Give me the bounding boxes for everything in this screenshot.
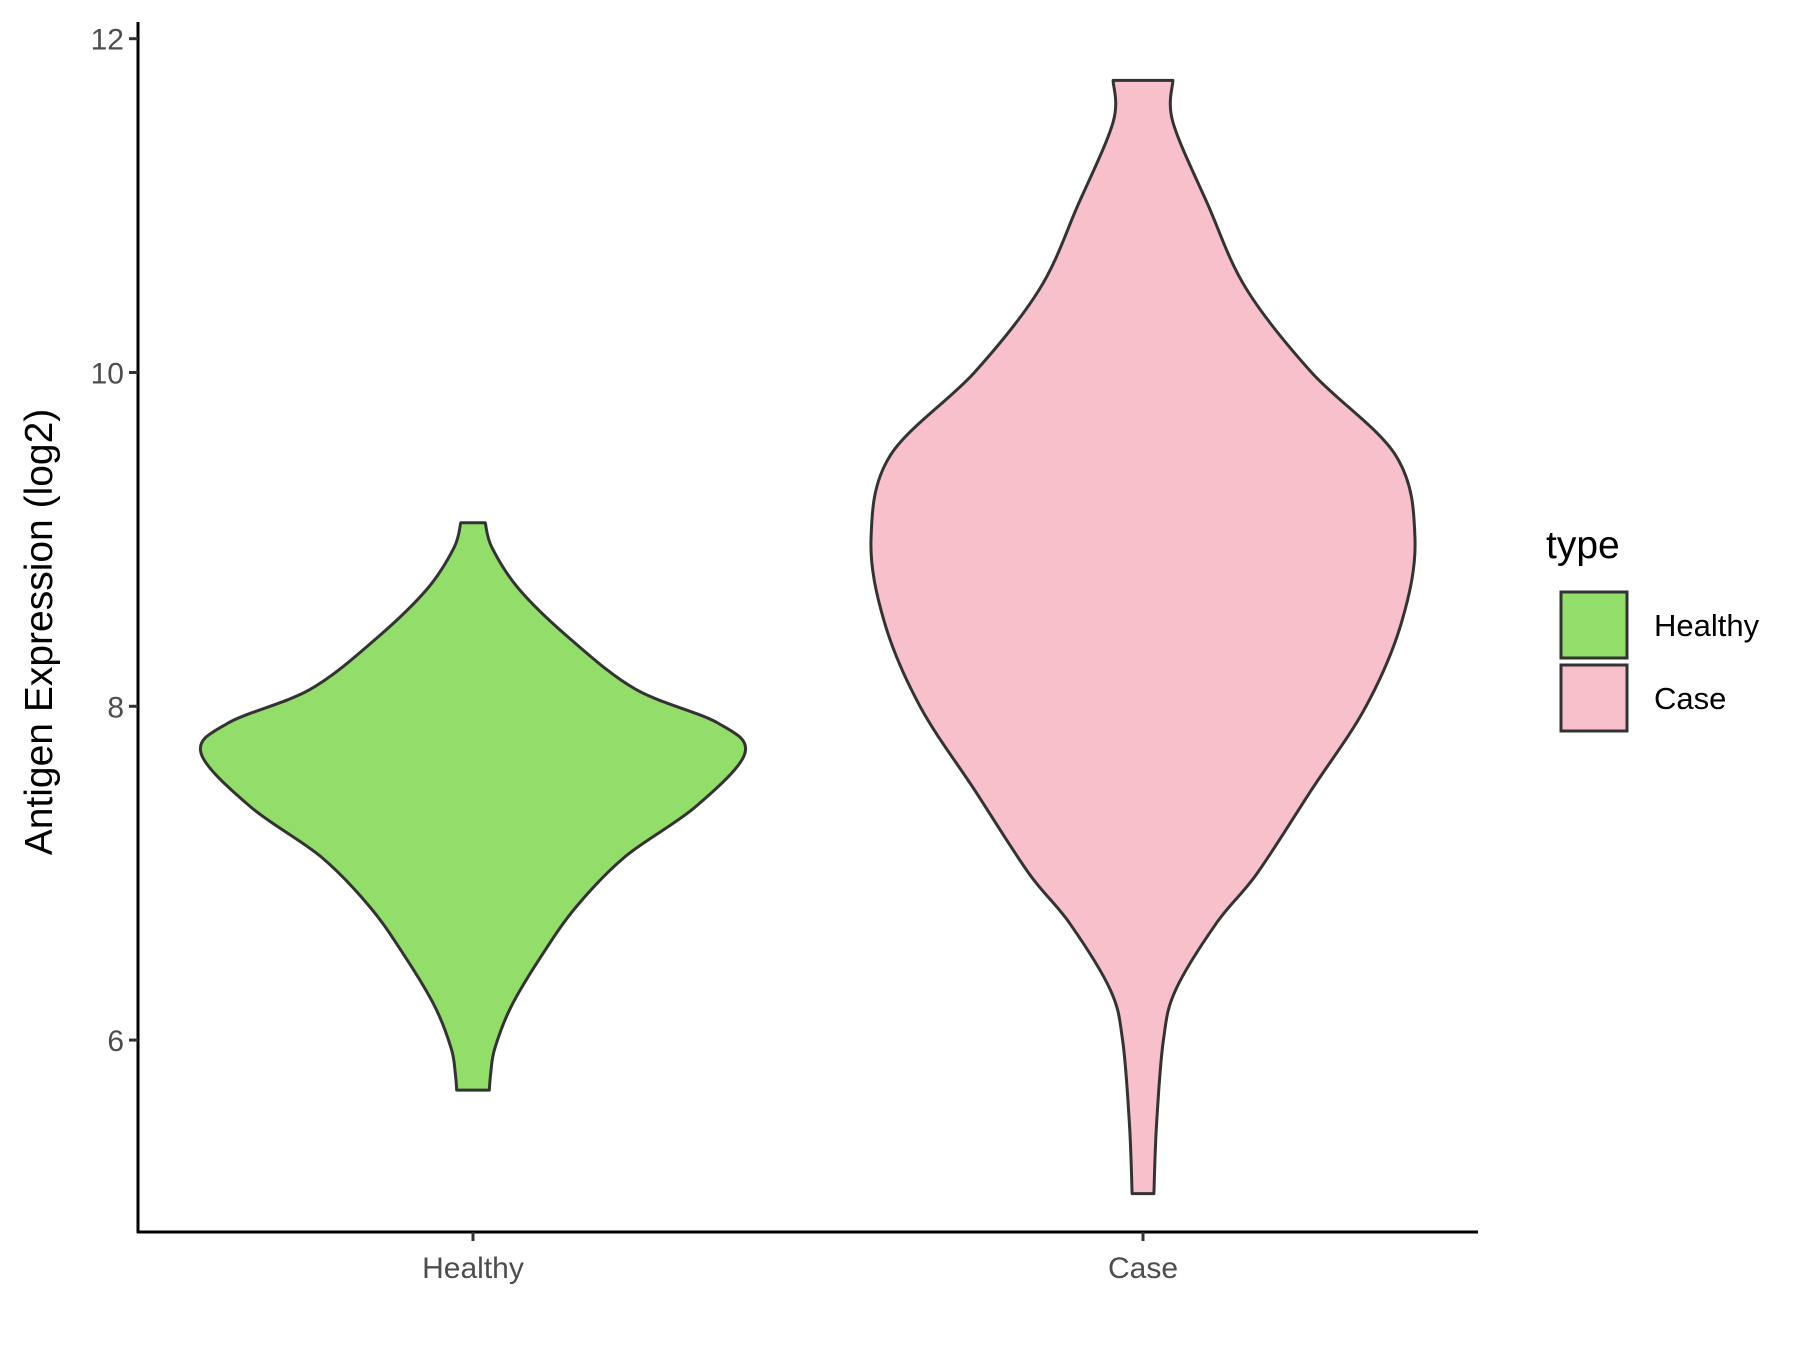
legend-swatch-healthy <box>1559 590 1629 660</box>
legend-label-case: Case <box>1654 681 1726 716</box>
x-axis: Healthy Case <box>137 1230 1478 1285</box>
y-tick-label: 6 <box>107 1025 124 1058</box>
violin-healthy <box>198 521 748 1092</box>
y-tick-label: 8 <box>107 691 124 724</box>
legend-swatch-case <box>1559 663 1629 733</box>
y-tick-label: 12 <box>91 24 124 57</box>
legend-label-healthy: Healthy <box>1654 608 1760 643</box>
legend: type Healthy Case <box>1546 524 1760 733</box>
y-tick-label: 10 <box>91 357 124 390</box>
x-tick-label: Case <box>1108 1252 1178 1285</box>
y-axis: 6 8 10 12 <box>91 22 140 1233</box>
plot-area <box>198 78 1417 1196</box>
violin-case <box>869 78 1417 1196</box>
y-axis-title: Antigen Expression (log2) <box>18 409 61 856</box>
legend-title: type <box>1546 524 1620 567</box>
x-tick-label: Healthy <box>422 1252 524 1285</box>
